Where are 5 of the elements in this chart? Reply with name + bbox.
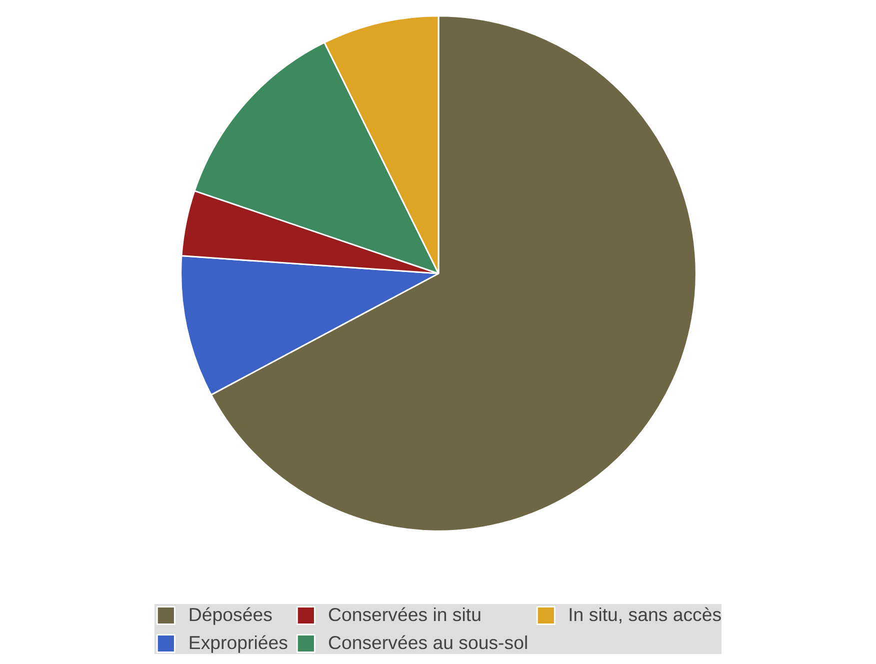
legend-label: Déposées	[188, 604, 272, 626]
legend-label: Conservées in situ	[328, 604, 482, 626]
legend-label: Conservées au sous-sol	[328, 632, 528, 654]
legend-label: In situ, sans accès	[568, 604, 722, 626]
legend-label: Expropriées	[188, 632, 288, 654]
